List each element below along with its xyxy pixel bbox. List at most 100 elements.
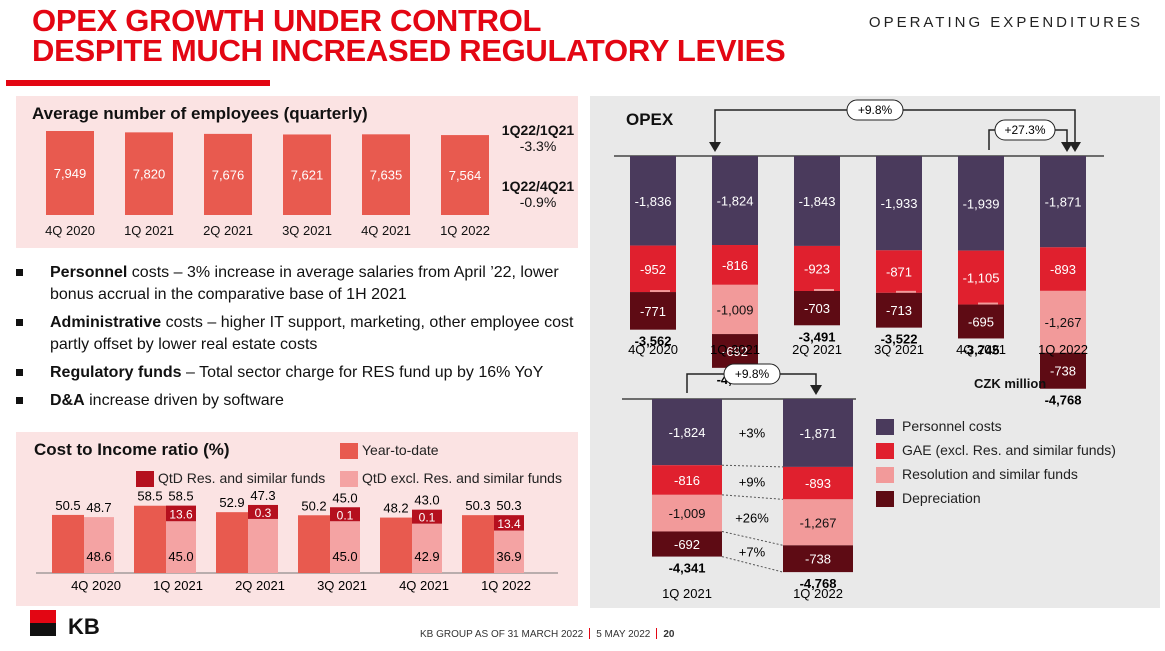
cir-excl-bar (412, 523, 442, 573)
cir-ytd-bar (216, 512, 248, 573)
opex-total-label: -3,562 (635, 334, 672, 349)
employee-bar (283, 134, 331, 215)
employee-x-tick: 1Q 2022 (440, 223, 490, 238)
cir-res-bar (330, 507, 360, 522)
compare-arrowhead (810, 385, 822, 395)
opex-resolution-bar (712, 284, 758, 335)
bullet-text: increase driven by software (84, 392, 284, 409)
opex-personnel-label: -1,824 (717, 194, 754, 209)
footer-separator (589, 628, 591, 639)
compare-connector (721, 530, 784, 546)
bullet-bold: Personnel (50, 264, 128, 281)
cir-qtd-total-label: 58.5 (168, 489, 193, 504)
opex-depreciation-label: -738 (1050, 364, 1076, 379)
cir-ytd-bar (134, 505, 166, 573)
compare-depreciation-label: -692 (674, 537, 700, 552)
cir-res-label: 0.1 (419, 511, 436, 525)
opex-total-label: -3,522 (881, 332, 918, 347)
cir-ytd-label: 50.3 (465, 498, 490, 513)
employee-bar-label: 7,676 (212, 167, 245, 182)
employees-qoq: 1Q22/4Q21 -0.9% (498, 178, 578, 210)
cir-excl-label: 45.0 (332, 549, 357, 564)
bullet-marker (16, 269, 23, 276)
compare-gae-label: -893 (805, 476, 831, 491)
opex-personnel-bar (630, 156, 676, 246)
opex-gae-label: -1,105 (963, 271, 1000, 286)
employee-bar-label: 7,621 (291, 168, 324, 183)
opex-depreciation-label: -713 (886, 303, 912, 318)
bullet-text: – Total sector charge for RES fund up by… (181, 364, 544, 381)
compare-pct-label: +3% (739, 426, 766, 441)
opex-resolution-label: -1,009 (717, 302, 754, 317)
qoq-label: 1Q22/4Q21 (501, 178, 575, 194)
employees-chart: 7,949 4Q 2020 7,820 1Q 2021 7,676 2Q 2021 7,62… (45, 131, 490, 238)
section-label: OPERATING EXPENDITURES (868, 14, 1143, 31)
cir-legend-excl: QtD excl. Res. and similar funds (340, 470, 562, 487)
cir-qtd-total-label: 43.0 (414, 493, 439, 508)
opex-x-tick: 4Q 2021 (956, 342, 1006, 357)
opex-personnel-label: -1,843 (799, 194, 836, 209)
compare-connector (721, 494, 784, 500)
compare-bubble (723, 363, 781, 385)
compare-personnel-bar (783, 399, 853, 467)
cir-excl-label: 36.9 (496, 549, 521, 564)
title-underline (6, 80, 270, 86)
opex-x-tick: 1Q 2021 (710, 342, 760, 357)
opex-x-tick: 3Q 2021 (874, 342, 924, 357)
opex-total-label: -3,745 (963, 342, 1000, 357)
compare-gae-bar (783, 466, 853, 500)
opex-depreciation-label: -703 (804, 301, 830, 316)
cir-res-bar (494, 515, 524, 531)
legend-label: Depreciation (902, 490, 981, 506)
opex-title: OPEX (626, 110, 674, 129)
legend-label: Personnel costs (902, 418, 1002, 434)
opex-gae-label: -816 (722, 258, 748, 273)
cir-excl-bar (494, 530, 524, 573)
bullet-regulatory: Regulatory funds – Total sector charge f… (16, 362, 576, 384)
employee-x-tick: 4Q 2020 (45, 223, 95, 238)
compare-personnel-label: -1,871 (800, 426, 837, 441)
compare-pct-label: +26% (735, 511, 769, 526)
compare-total-label: -4,768 (800, 576, 837, 591)
employee-bar (204, 133, 252, 215)
legend-swatch-ytd (340, 443, 358, 459)
footer-date: 5 MAY 2022 (596, 629, 651, 640)
compare-resolution-bar (652, 494, 722, 532)
opex-personnel-bar (794, 156, 840, 246)
opex-depreciation-bar (712, 334, 758, 368)
cir-title: Cost to Income ratio (%) (34, 440, 230, 459)
employee-x-tick: 3Q 2021 (282, 223, 332, 238)
opex-qoq-arrowhead (1061, 142, 1073, 152)
legend-swatch-res (136, 471, 154, 487)
cir-excl-label: 48.6 (86, 549, 111, 564)
opex-personnel-bar (876, 156, 922, 251)
opex-personnel-label: -1,871 (1045, 195, 1082, 210)
cir-excl-label: 42.9 (414, 549, 439, 564)
compare-gae-bar (652, 465, 722, 495)
compare-pct-label: +9% (739, 475, 766, 490)
cir-excl-bar (84, 517, 114, 573)
bullet-bold: D&A (50, 392, 85, 409)
employee-bar (441, 135, 489, 215)
opex-gae-bar (630, 245, 676, 293)
compare-resolution-bar (783, 499, 853, 546)
compare-resolution-label: -1,267 (800, 515, 837, 530)
bullet-bold: Regulatory funds (50, 364, 182, 381)
employee-x-tick: 2Q 2021 (203, 223, 253, 238)
legend-swatch-depreciation (876, 491, 894, 507)
legend-label: Resolution and similar funds (902, 466, 1078, 482)
cir-x-tick: 3Q 2021 (317, 578, 367, 593)
bullet-da: D&A increase driven by software (16, 390, 576, 412)
cir-res-label: 13.6 (169, 507, 193, 521)
bullet-text: costs – higher IT support, marketing, ot… (50, 314, 574, 353)
compare-depreciation-label: -738 (805, 552, 831, 567)
bullet-marker (16, 397, 23, 404)
opex-depreciation-bar (794, 290, 840, 326)
yoy-label: 1Q22/1Q21 (501, 122, 575, 138)
opex-depreciation-bar (876, 292, 922, 328)
compare-personnel-bar (652, 399, 722, 466)
opex-yoy-arrowhead (1069, 142, 1081, 152)
opex-gae-label: -923 (804, 261, 830, 276)
